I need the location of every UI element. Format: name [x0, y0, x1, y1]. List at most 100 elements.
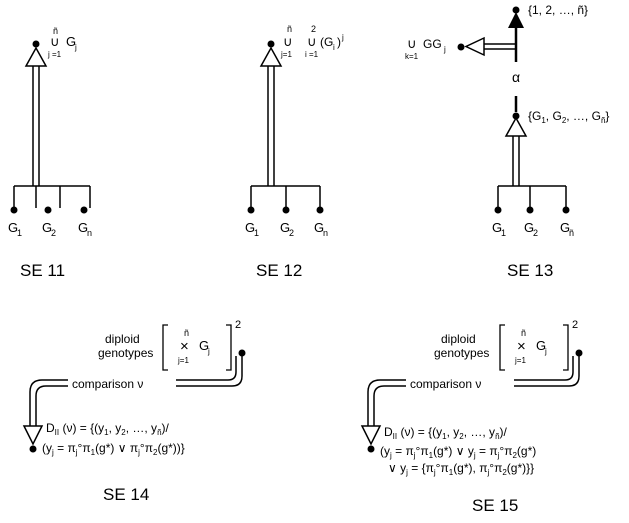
se13-node-label: G [492, 220, 502, 235]
se13-node-label: G [560, 220, 570, 235]
se15-prod-top: ñ [521, 328, 526, 338]
se13-node-dot [526, 206, 534, 214]
se12-node-sub: 2 [289, 228, 294, 238]
se11-node-dot [44, 206, 52, 214]
panel-se13: α ∪ k=1 G G j {1, 2, …, ñ} {G1, G2, …, Gñ… [405, 3, 609, 280]
se13-left-sub: j [443, 45, 446, 54]
se12-node-sub: n [323, 228, 328, 238]
se14-double-path-outer [35, 356, 243, 430]
se12-node-label: G [280, 220, 290, 235]
se11-node-label: G [42, 220, 52, 235]
se11-caption: SE 11 [20, 261, 65, 280]
se12-set-label: (G [320, 35, 333, 49]
se13-left-node [457, 43, 465, 51]
se15-target-node [367, 445, 375, 453]
se14-formula-line2: (yj = πj°π1(g*) ∨ πj°π2(g*))} [42, 441, 185, 457]
se14-formula-line1: DII (ν) = {(y1, y2, …, yñ)/ [46, 421, 170, 437]
se15-formula-line1: DII (ν) = {(y1, y2, …, yñ)/ [384, 425, 508, 441]
se15-caption: SE 15 [472, 496, 518, 515]
se14-prod-sub: j [207, 347, 210, 356]
se11-set-label: G [66, 34, 76, 49]
se11-arrowhead [24, 46, 48, 67]
se12-arrowhead [259, 46, 283, 67]
panel-se14: diploid genotypes ñ × j=1 G j 2 comparis… [22, 319, 246, 504]
se15-comparison-bg [406, 374, 514, 392]
union-symbol: ∪ [307, 34, 317, 49]
se15-arrowhead [360, 425, 382, 446]
se14-label-line2: genotypes [98, 346, 153, 360]
se11-node-sub: 1 [17, 228, 22, 238]
se15-prod-sub: j [544, 347, 547, 356]
se15-double-path-outer [373, 356, 580, 430]
se11-node-dot [80, 206, 88, 214]
se15-bracket-right [563, 324, 569, 371]
se15-label-line2: genotypes [434, 346, 489, 360]
se14-power: 2 [235, 319, 241, 331]
se14-bracket-right [226, 324, 232, 371]
se15-bracket-left [499, 324, 505, 371]
se11-node-sub: n [87, 228, 92, 238]
se13-node-label: G [524, 220, 534, 235]
se13-node-dot [494, 206, 502, 214]
se15-prod-bottom: j=1 [514, 356, 526, 365]
se14-prod-top: ñ [184, 328, 189, 338]
se15-comparison: comparison ν [410, 377, 481, 391]
se15-double-path-inner [367, 356, 574, 430]
panel-se15: diploid genotypes ñ × j=1 G j 2 comparis… [360, 319, 583, 515]
union-symbol: ∪ [283, 34, 293, 49]
se13-upper-set: {1, 2, …, ñ} [528, 3, 588, 17]
se12-node-label: G [245, 220, 255, 235]
se15-prod-G: G [536, 338, 546, 353]
se12-set-sup: j [341, 33, 344, 42]
se14-label-line1: diploid [105, 332, 140, 346]
se13-node-dot [562, 206, 570, 214]
se13-left-arrowhead [464, 36, 485, 57]
se13-caption: SE 13 [507, 261, 553, 280]
se15-formula-line2: (yj = πj°π1(g*) ∨ yj = πj°π2(g*) [380, 444, 536, 460]
se14-bracket-left [162, 324, 168, 371]
se12-union1-bottom: j=1 [280, 50, 292, 59]
se14-target-node [29, 445, 37, 453]
se13-node-sub: 1 [501, 228, 506, 238]
se11-union-top: ñ [53, 26, 58, 36]
se15-formula-line3: ∨ yj = {πj°π1(g*), πj°π2(g*)}} [388, 461, 534, 477]
se12-union1-top: ñ [287, 24, 292, 34]
se12-set-sub: i [333, 43, 335, 52]
union-symbol: ∪ [50, 34, 60, 49]
se14-prod-bottom: j=1 [177, 356, 189, 365]
se12-union2-top: 2 [311, 24, 316, 34]
product-symbol: × [517, 338, 526, 355]
se11-union-bottom: j =1 [47, 50, 62, 59]
se13-arrowhead [504, 116, 528, 137]
se12-set-close: ) [337, 35, 341, 49]
se12-node-dot [282, 206, 290, 214]
panel-se12: G 1 G 2 G n ñ ∪ j=1 2 ∪ i =1 (G i ) j SE… [245, 24, 344, 280]
se14-prod-G: G [199, 338, 209, 353]
panel-se11: G 1 G 2 G n ñ ∪ j =1 G j SE 11 [8, 26, 92, 280]
se12-union2-bottom: i =1 [305, 50, 319, 59]
se15-source-node [575, 349, 583, 357]
se12-node-dot [316, 206, 324, 214]
se12-node-dot [247, 206, 255, 214]
se14-source-node [238, 349, 246, 357]
se14-caption: SE 14 [103, 485, 149, 504]
se13-top-node [512, 6, 520, 14]
se13-node-sub: ñ [569, 228, 574, 238]
se13-alpha: α [512, 69, 520, 85]
se15-label-line1: diploid [441, 332, 476, 346]
se11-top-node [32, 40, 40, 48]
se15-power: 2 [572, 319, 578, 331]
se12-node-sub: 1 [254, 228, 259, 238]
se13-union-bottom: k=1 [405, 52, 419, 61]
se12-top-node [267, 40, 275, 48]
se13-node-sub: 2 [533, 228, 538, 238]
se13-middle-set: {G1, G2, …, Gñ} [528, 109, 609, 125]
se11-node-label: G [78, 220, 88, 235]
se11-set-sub: j [74, 43, 77, 52]
union-symbol: ∪ [407, 36, 417, 51]
se12-node-label: G [314, 220, 324, 235]
se14-arrowhead [22, 425, 44, 446]
se14-double-path-inner [29, 356, 237, 430]
